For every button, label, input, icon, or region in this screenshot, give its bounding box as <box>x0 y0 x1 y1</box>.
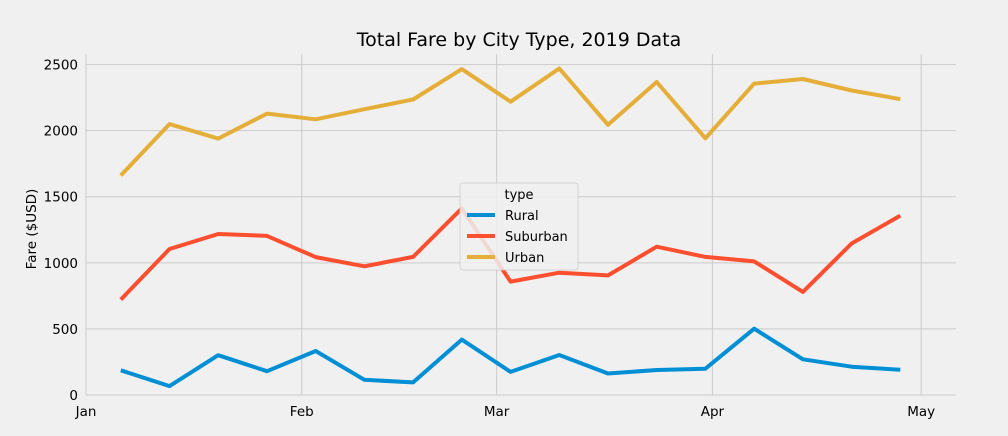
x-tick-label-apr: Apr <box>701 404 725 420</box>
y-axis-label: Fare ($USD) <box>24 189 40 270</box>
legend-label-suburban: Suburban <box>505 230 568 245</box>
legend-box <box>459 182 579 271</box>
y-tick-label-500: 500 <box>52 322 78 338</box>
series-line-urban <box>119 66 901 177</box>
series-line-suburban <box>119 206 902 301</box>
y-tick-label-2000: 2000 <box>44 124 78 140</box>
legend: type Rural Suburban Urban <box>459 182 579 271</box>
x-tick-label-jan: Jan <box>75 404 97 420</box>
series-line-rural <box>120 326 901 389</box>
legend-label-urban: Urban <box>505 251 544 266</box>
x-tick-label-mar: Mar <box>484 404 510 420</box>
chart-title: Total Fare by City Type, 2019 Data <box>356 29 681 51</box>
legend-title: type <box>504 188 533 203</box>
y-tick-label-1000: 1000 <box>44 256 78 272</box>
legend-label-rural: Rural <box>505 209 539 224</box>
y-tick-label-2500: 2500 <box>44 58 78 74</box>
y-tick-label-1500: 1500 <box>44 190 78 206</box>
x-tick-label-may: May <box>907 404 935 420</box>
tick-labels: 0 500 1000 1500 2000 2500 Jan Feb Mar Apr May <box>44 58 936 420</box>
y-tick-label-0: 0 <box>69 388 78 404</box>
series-lines <box>119 66 902 389</box>
x-tick-label-feb: Feb <box>290 404 314 420</box>
